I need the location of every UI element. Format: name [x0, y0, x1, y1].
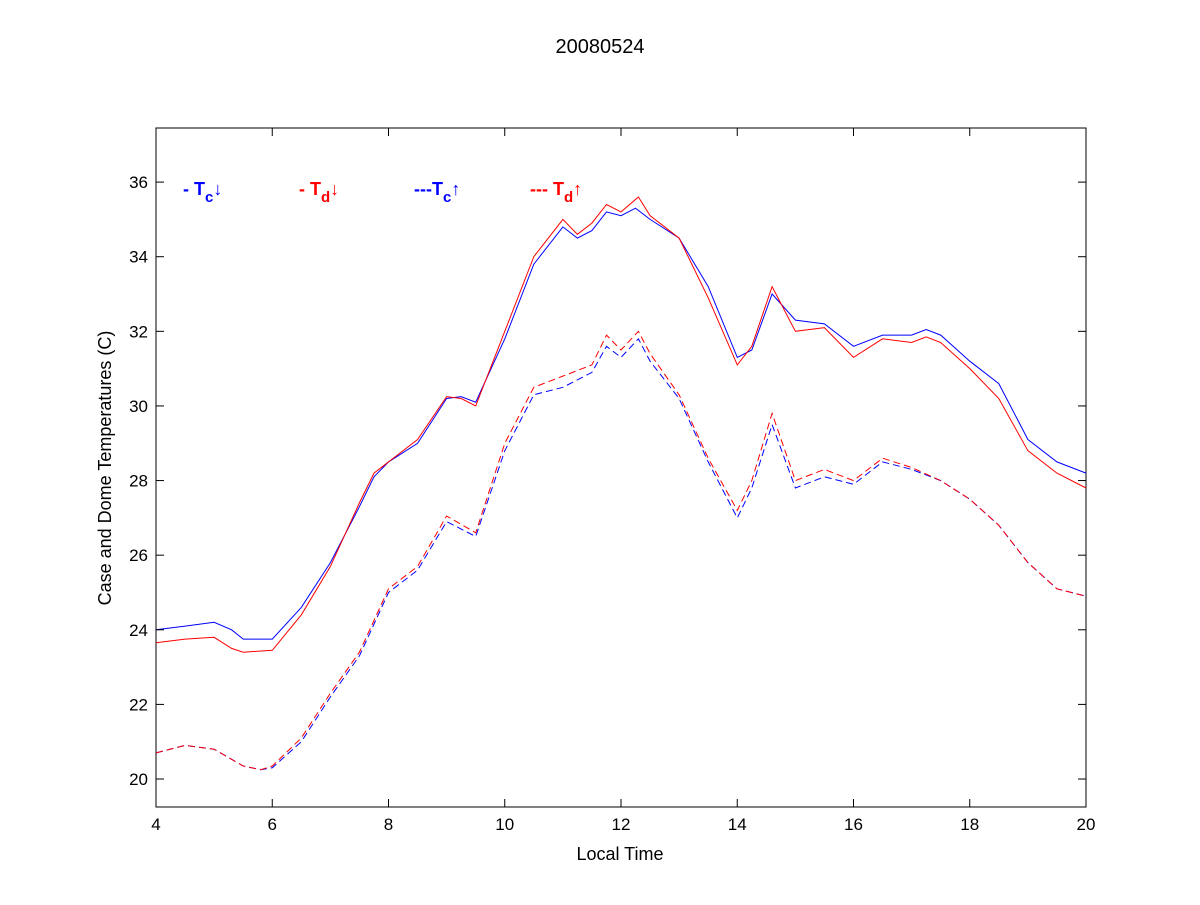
y-tick-label: 32: [129, 322, 148, 341]
legend-symbol: T: [432, 179, 443, 199]
y-tick-label: 20: [129, 770, 148, 789]
legend-entry: - Td↓: [299, 179, 339, 206]
x-tick-label: 16: [844, 815, 863, 834]
legend-arrow: ↓: [213, 179, 222, 199]
y-tick-label: 34: [129, 248, 148, 267]
legend-entry: ---Tc↑: [414, 179, 460, 206]
y-axis-label: Case and Dome Temperatures (C): [95, 331, 115, 606]
x-tick-label: 14: [728, 815, 747, 834]
x-tick-label: 4: [151, 815, 160, 834]
legend-symbol: T: [194, 179, 205, 199]
series-line-3: [155, 330, 1087, 771]
legend-arrow: ↓: [330, 179, 339, 199]
y-tick-label: 36: [129, 173, 148, 192]
legend-subscript: c: [205, 189, 213, 206]
legend-entry: - Tc↓: [183, 179, 222, 206]
y-tick-label: 28: [129, 472, 148, 491]
chart-title: 20080524: [556, 36, 645, 58]
legend-prefix: -: [183, 179, 194, 199]
legend-arrow: ↑: [451, 179, 460, 199]
legend-prefix: ---: [414, 179, 432, 199]
x-tick-label: 8: [384, 815, 393, 834]
x-tick-label: 20: [1077, 815, 1096, 834]
x-axis-label: Local Time: [576, 844, 663, 864]
legend-subscript: d: [564, 189, 573, 206]
y-tick-label: 22: [129, 695, 148, 714]
x-tick-label: 12: [612, 815, 631, 834]
x-tick-label: 10: [495, 815, 514, 834]
legend-prefix: ---: [530, 179, 553, 199]
y-tick-label: 26: [129, 546, 148, 565]
y-tick-label: 30: [129, 397, 148, 416]
legend-prefix: -: [299, 179, 310, 199]
x-tick-label: 18: [960, 815, 979, 834]
series-line-0: [155, 207, 1087, 640]
legend-subscript: c: [443, 189, 451, 206]
legend-entry: --- Td↑: [530, 179, 582, 206]
series-line-1: [155, 196, 1087, 653]
plot-area: [155, 127, 1087, 808]
legend-arrow: ↑: [573, 179, 582, 199]
y-tick-label: 24: [129, 621, 148, 640]
legend-symbol: T: [553, 179, 564, 199]
legend-subscript: d: [321, 189, 330, 206]
x-tick-label: 6: [268, 815, 277, 834]
legend-symbol: T: [310, 179, 321, 199]
